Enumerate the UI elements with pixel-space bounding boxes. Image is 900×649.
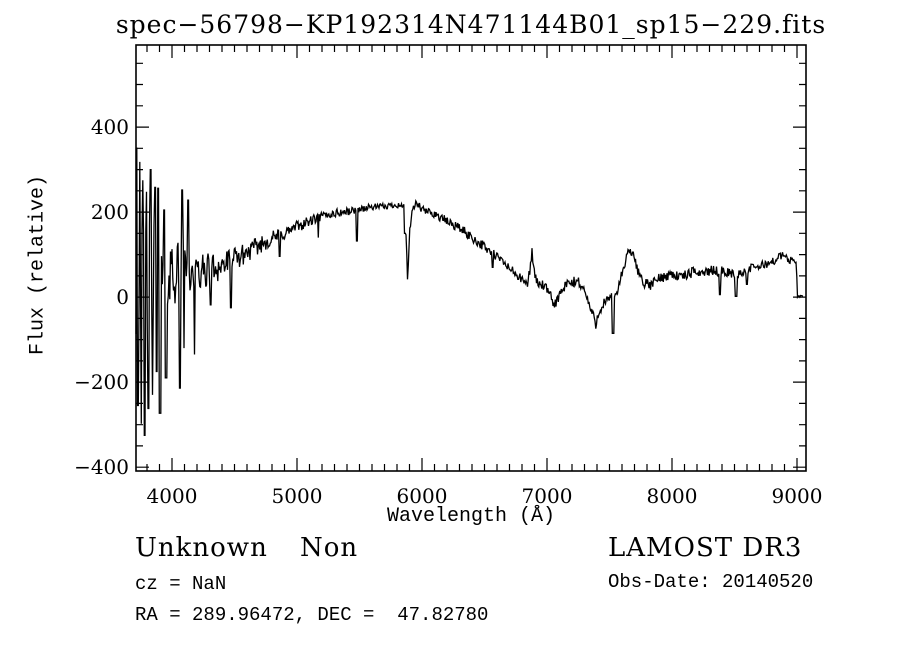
spectrum-trace [135,147,804,436]
x-tick-label: 6000 [397,484,448,508]
cz-line: cz = NaN [135,573,227,595]
plot-title: spec−56798−KP192314N471144B01_sp15−229.f… [115,10,827,39]
y-tick-label: 0 [116,285,129,309]
x-tick-label: 7000 [522,484,573,508]
radec-line: RA = 289.96472, DEC = 47.82780 [135,604,489,626]
y-tick-label: −200 [74,370,129,394]
axis-ticks [136,45,806,471]
y-tick-label: −400 [74,455,129,479]
x-tick-label: 8000 [647,484,698,508]
x-axis-label: Wavelength (Å) [386,505,556,528]
class-label: Unknown [135,533,268,563]
survey-label: LAMOST DR3 [608,533,803,563]
subclass-label: Non [300,533,359,563]
x-tick-label: 5000 [272,484,323,508]
x-tick-label: 9000 [772,484,823,508]
axis-tick-labels: 4000 5000 6000 7000 8000 9000 −400 −200 0 200 400 [74,115,822,508]
y-axis-label: Flux (relative) [26,174,50,356]
x-tick-label: 4000 [147,484,198,508]
y-tick-label: 400 [91,115,129,139]
y-tick-label: 200 [91,200,129,224]
plot-frame [135,44,807,472]
obs-date-line: Obs-Date: 20140520 [608,571,814,593]
